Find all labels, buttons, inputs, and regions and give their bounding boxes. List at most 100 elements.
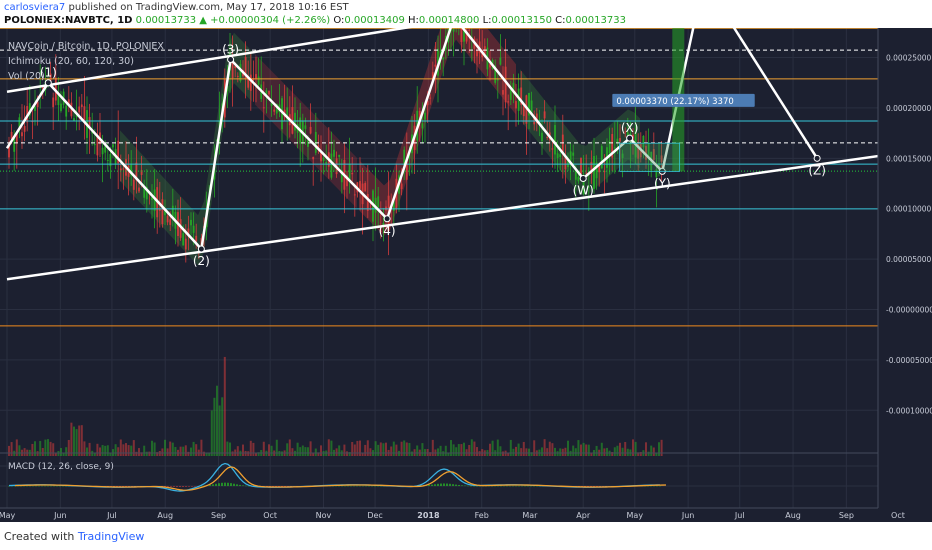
volume-bar <box>421 443 424 456</box>
volume-bar <box>190 447 192 456</box>
volume-bar <box>369 448 372 456</box>
volume-bar <box>15 439 18 456</box>
candle-body <box>270 102 273 106</box>
candle-body <box>101 147 104 155</box>
macd-histogram-bar <box>35 485 37 487</box>
y-tick-label: 0.00020000 <box>886 104 932 113</box>
volume-bar <box>353 444 356 456</box>
volume-bar <box>130 445 133 456</box>
candle-body <box>515 101 517 109</box>
volume-bar <box>281 451 283 456</box>
candle-body <box>522 105 525 117</box>
wave-label: (Z) <box>808 163 826 177</box>
candle-body <box>88 117 91 128</box>
volume-bar <box>18 445 21 456</box>
candle-body <box>49 73 52 83</box>
volume-bar <box>8 445 10 456</box>
candle-body <box>192 225 195 233</box>
volume-bar <box>603 448 606 456</box>
macd-histogram-bar <box>431 484 433 486</box>
candle-body <box>496 79 499 81</box>
volume-bar <box>361 452 364 456</box>
candle-body <box>338 154 341 157</box>
candle-body <box>463 21 465 42</box>
volume-bar <box>517 443 520 456</box>
macd-histogram-bar <box>8 485 10 487</box>
macd-histogram-bar <box>470 485 472 487</box>
volume-bar <box>473 441 476 456</box>
volume-bar <box>117 447 120 456</box>
macd-histogram-bar <box>365 485 367 487</box>
candle-body <box>93 144 96 146</box>
volume-bar <box>184 445 187 456</box>
tradingview-logo-text[interactable]: TradingView <box>77 530 145 543</box>
candle-body <box>520 87 523 105</box>
volume-bar <box>179 446 182 456</box>
macd-histogram-bar <box>23 485 25 487</box>
volume-bar <box>182 446 185 456</box>
x-tick-label: Sep <box>211 511 226 520</box>
volume-bar <box>595 445 598 456</box>
volume-bar <box>551 443 554 456</box>
macd-histogram-bar <box>527 485 529 487</box>
author-link[interactable]: carlosviera7 <box>4 2 66 13</box>
macd-histogram-bar <box>242 485 244 486</box>
projection-box-small <box>619 142 681 172</box>
footer: Created with TradingView <box>0 522 932 550</box>
volume-bar <box>39 440 42 456</box>
candle-body <box>190 219 192 226</box>
volume-bar <box>470 439 473 456</box>
candle-body <box>429 97 432 99</box>
candle-body <box>351 173 354 175</box>
volume-bar <box>366 440 369 456</box>
candle-body <box>28 103 31 116</box>
volume-bar <box>36 451 39 456</box>
volume-bar <box>140 452 143 456</box>
time-axis: May Jun Jul Aug Sep Oct Nov Dec 2018 Feb Mar Apr May… <box>0 511 905 520</box>
candle-body <box>598 165 601 173</box>
volume-bar <box>392 441 395 456</box>
macd-histogram-bar <box>335 485 337 487</box>
macd-histogram-bar <box>38 485 40 487</box>
candle-body <box>585 172 588 174</box>
chart-area[interactable]: 0.000325220.000278990.000257390.00022887… <box>0 0 932 522</box>
macd-histogram-bar <box>656 485 658 487</box>
close-label: C: <box>555 15 566 26</box>
candle-body <box>67 99 70 107</box>
volume-bar <box>403 440 406 456</box>
volume-bar <box>187 451 190 456</box>
trend-lines <box>6 0 899 281</box>
candle-body <box>13 136 16 152</box>
volume-bar <box>637 452 640 456</box>
macd-histogram-bar <box>476 485 478 487</box>
candle-body <box>655 169 658 178</box>
candle-body <box>507 101 510 103</box>
volume-bar <box>203 451 205 456</box>
candle-body <box>15 133 18 144</box>
candle-body <box>619 138 621 142</box>
published-text: published on TradingView.com, May 17, 20… <box>68 2 349 13</box>
volume-bar <box>561 448 564 456</box>
candle-body <box>65 105 68 117</box>
wave-point <box>813 154 821 162</box>
candle-body <box>621 153 624 159</box>
macd-histogram-bar <box>371 485 373 487</box>
measure-label: 0.00003370 (22.17%) 3370 <box>616 97 733 107</box>
macd-histogram-bar <box>287 486 289 487</box>
x-tick-label: Mar <box>522 511 538 520</box>
candle-body <box>195 235 198 242</box>
chart-svg[interactable]: 0.000325220.000278990.000257390.00022887… <box>0 0 932 522</box>
volume-bar <box>153 442 156 456</box>
publish-header: carlosviera7 published on TradingView.co… <box>0 0 932 28</box>
candle-body <box>476 50 478 57</box>
candle-body <box>426 100 429 106</box>
volume-bar <box>252 442 255 456</box>
candle-body <box>109 154 112 167</box>
volume-bar <box>450 440 452 456</box>
macd-histogram-bar <box>590 486 592 487</box>
candle-body <box>247 76 250 88</box>
x-tick-label: Aug <box>785 511 801 520</box>
volume-bar <box>478 451 481 456</box>
volume-bar <box>502 451 504 456</box>
volume-bar <box>491 440 494 456</box>
